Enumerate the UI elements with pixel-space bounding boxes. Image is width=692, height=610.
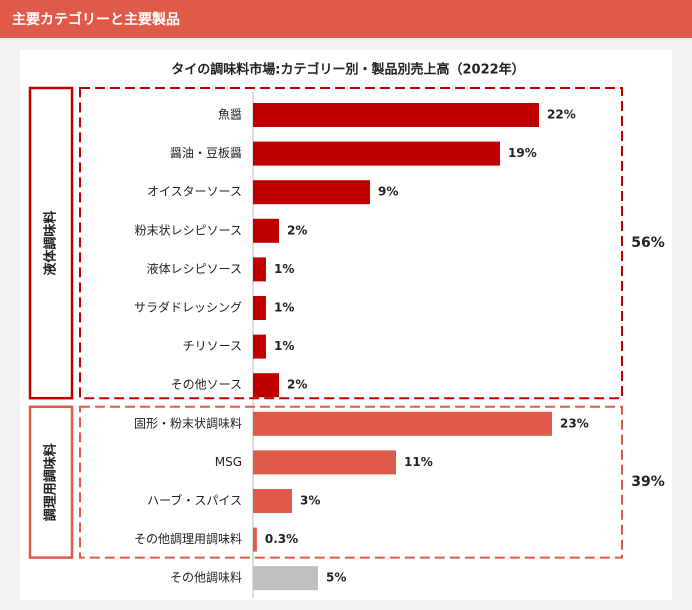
group-box [79,87,623,400]
category-label: 醤油・豆板醤 [170,145,242,160]
group-label-box [28,86,74,400]
bar [253,489,292,513]
bar [253,527,257,552]
category-label: ハーブ・スパイス [147,493,242,508]
category-label: サラダドレッシング [134,300,242,315]
bar [253,218,279,243]
category-label: その他ソース [171,378,242,392]
chart-panel [20,50,672,600]
bar [253,334,266,359]
group-label: 液体調味料 [43,211,59,276]
value-label: 1% [274,301,294,315]
value-label: 11% [404,455,433,469]
group-label: 調理用調味料 [43,443,59,521]
bar [253,411,552,436]
bar [253,373,279,398]
bar [253,141,500,166]
value-label: 0.3% [265,532,298,546]
group-label-box [28,405,74,559]
group-total: 56% [631,235,665,251]
bar [253,180,370,205]
bar [253,566,318,591]
value-label: 23% [560,416,589,430]
value-label: 5% [326,571,346,585]
category-label: その他調味料 [170,571,242,585]
header-bar [0,0,692,38]
category-label: 粉末状レシピソース [135,223,242,237]
group-box [79,405,623,559]
bar [253,103,539,127]
value-label: 22% [547,108,576,122]
value-label: 2% [287,223,307,237]
bar [253,257,266,282]
category-label: 液体レシピソース [147,261,242,276]
value-label: 19% [508,146,537,160]
value-label: 2% [287,378,307,392]
bar [253,450,396,475]
value-label: 9% [378,185,398,199]
category-label: MSG [215,455,242,469]
bar [253,296,266,320]
group-total: 39% [631,474,665,490]
value-label: 1% [274,262,294,276]
value-label: 3% [300,494,320,508]
category-label: 固形・粉末状調味料 [134,416,242,430]
chart-title: タイの調味料市場:カテゴリー別・製品別売上高（2022年） [171,62,524,78]
category-label: 魚醤 [218,107,242,122]
category-label: チリソース [183,339,242,353]
value-label: 1% [274,339,294,353]
header-title: 主要カテゴリーと主要製品 [12,11,180,28]
category-label: その他調理用調味料 [134,532,242,546]
category-label: オイスターソース [147,185,242,199]
